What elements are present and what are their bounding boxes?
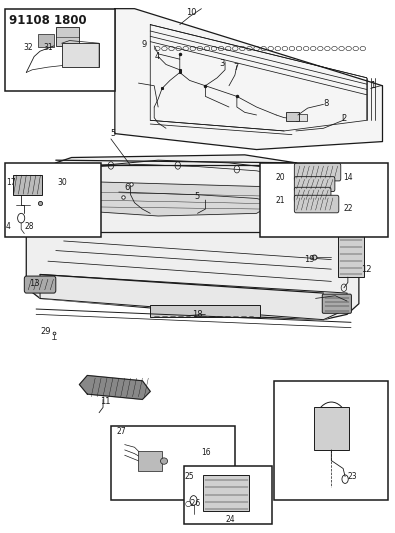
Polygon shape	[79, 181, 284, 216]
Bar	[5, 163, 101, 237]
Text: 5: 5	[110, 129, 115, 138]
Ellipse shape	[160, 458, 167, 464]
Bar	[62, 43, 99, 67]
Bar	[139, 451, 162, 471]
Text: 4: 4	[6, 222, 11, 231]
FancyBboxPatch shape	[294, 195, 339, 213]
Polygon shape	[26, 155, 359, 320]
Bar	[260, 163, 388, 237]
Text: 11: 11	[100, 397, 110, 406]
Text: 24: 24	[225, 514, 235, 523]
FancyBboxPatch shape	[294, 164, 341, 181]
Bar	[274, 381, 388, 500]
Text: 29: 29	[41, 327, 51, 336]
Bar	[111, 426, 235, 500]
FancyBboxPatch shape	[24, 276, 56, 293]
Text: 22: 22	[343, 204, 353, 213]
Text: 5: 5	[194, 192, 199, 201]
Text: 19: 19	[305, 255, 315, 263]
Text: 20: 20	[275, 173, 285, 182]
Text: 25: 25	[185, 472, 194, 481]
Polygon shape	[79, 375, 150, 399]
Text: 16: 16	[201, 448, 211, 457]
FancyBboxPatch shape	[294, 176, 335, 191]
Bar	[62, 165, 296, 232]
Text: 13: 13	[29, 279, 40, 288]
Text: 8: 8	[323, 99, 329, 108]
Text: 23: 23	[347, 472, 357, 481]
Text: 32: 32	[24, 43, 33, 52]
Polygon shape	[115, 9, 382, 150]
FancyBboxPatch shape	[294, 187, 331, 202]
Text: 6: 6	[124, 183, 129, 192]
Text: ○26: ○26	[185, 498, 201, 507]
Text: 7: 7	[233, 63, 238, 71]
Text: 10: 10	[186, 9, 197, 18]
Polygon shape	[40, 274, 347, 320]
Bar	[5, 9, 115, 91]
FancyBboxPatch shape	[322, 294, 352, 313]
Text: 17: 17	[6, 178, 15, 187]
Bar	[339, 229, 364, 277]
Text: 3: 3	[220, 59, 225, 68]
Bar	[184, 466, 272, 524]
Bar	[38, 34, 54, 47]
Text: 30: 30	[58, 178, 68, 187]
Text: 14: 14	[343, 173, 353, 182]
Text: 9: 9	[142, 40, 147, 49]
Bar	[13, 174, 42, 195]
Text: 91108 1800: 91108 1800	[9, 14, 86, 27]
Bar	[296, 114, 307, 122]
Text: 27: 27	[117, 427, 126, 436]
Text: 18: 18	[192, 310, 203, 319]
Text: 28: 28	[24, 222, 34, 231]
Bar	[203, 475, 249, 511]
Bar	[150, 305, 260, 317]
Text: 4: 4	[155, 52, 160, 61]
Text: 21: 21	[275, 196, 284, 205]
Bar	[314, 407, 349, 450]
Text: 31: 31	[43, 43, 53, 52]
Bar	[286, 112, 299, 122]
Bar	[56, 27, 79, 46]
Text: 12: 12	[361, 265, 372, 273]
Text: 1: 1	[371, 81, 376, 90]
Text: 2: 2	[342, 114, 347, 123]
